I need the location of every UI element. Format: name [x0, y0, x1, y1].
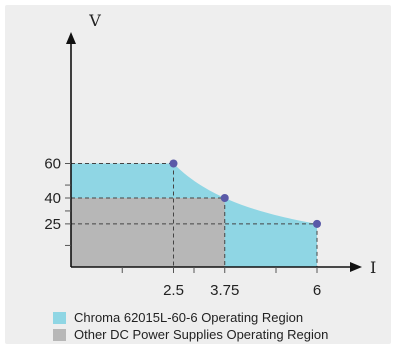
y-tick-label-1: 40	[44, 190, 61, 207]
legend-label-other: Other DC Power Supplies Operating Region	[74, 327, 329, 342]
other-supplies-region	[71, 198, 225, 267]
y-tick-label-0: 25	[44, 216, 61, 233]
legend-swatch-chroma	[53, 311, 66, 324]
legend-label-chroma: Chroma 62015L-60-6 Operating Region	[74, 310, 304, 325]
y-tick-label-2: 60	[44, 156, 61, 173]
data-point-0	[169, 159, 178, 168]
data-point-2	[313, 219, 321, 228]
x-axis-title: I	[370, 258, 376, 277]
y-axis-arrow	[66, 32, 76, 44]
legend-item-chroma: Chroma 62015L-60-6 Operating Region	[53, 309, 328, 326]
legend-swatch-other	[53, 328, 66, 341]
chart-panel: 2.5 3.75 6 25 40 60 I V Chroma 62015L-60-6 Oper…	[5, 5, 391, 344]
legend: Chroma 62015L-60-6 Operating Region Othe…	[53, 309, 328, 343]
operating-region-chart: 2.5 3.75 6 25 40 60 I V	[44, 11, 376, 299]
x-tick-label-1: 3.75	[210, 282, 239, 299]
x-axis-arrow	[350, 262, 362, 272]
x-tick-label-2: 6	[313, 282, 321, 299]
y-axis-title: V	[88, 11, 101, 30]
data-point-1	[220, 194, 229, 202]
legend-item-other: Other DC Power Supplies Operating Region	[53, 326, 328, 343]
x-tick-label-0: 2.5	[163, 282, 184, 299]
